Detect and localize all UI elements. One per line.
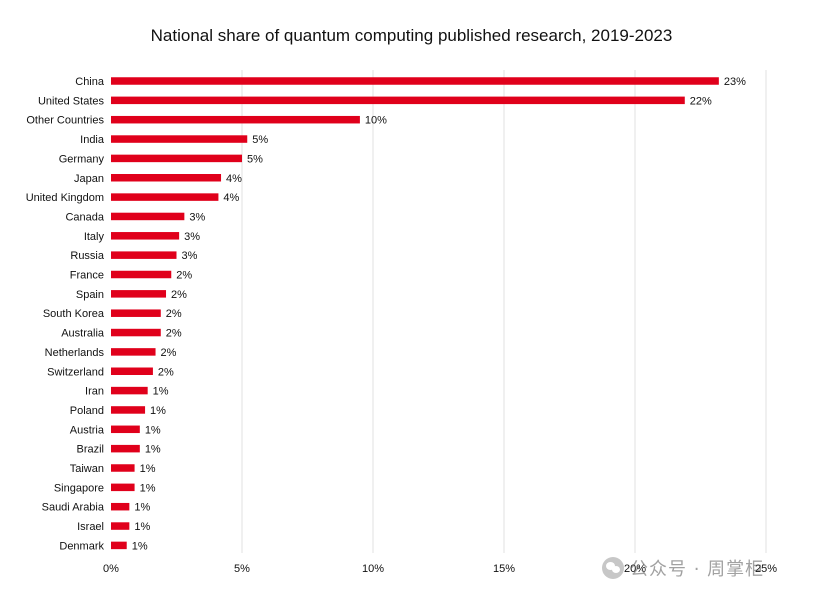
value-label: 3% (184, 231, 200, 243)
category-label: Saudi Arabia (42, 502, 105, 514)
value-label: 2% (166, 328, 182, 340)
bar (111, 483, 135, 492)
category-label: Australia (61, 328, 105, 340)
bar (111, 464, 135, 472)
value-label: 3% (182, 250, 198, 262)
tick-layer: 0% 5% 10% 15% 20% 25% (103, 563, 777, 575)
bar (111, 444, 140, 453)
watermark-text: 公众号 · 周掌柜 (630, 559, 765, 580)
chart-title: National share of quantum computing publ… (150, 26, 673, 45)
wechat-logo-icon (602, 557, 624, 579)
category-label: India (80, 134, 105, 146)
category-label: United States (38, 95, 105, 107)
bar (111, 425, 140, 434)
value-label: 1% (140, 463, 156, 475)
bar (111, 77, 719, 85)
category-label: South Korea (43, 308, 105, 320)
category-label: Germany (59, 153, 105, 165)
value-label: 4% (226, 173, 242, 185)
category-label: Spain (76, 289, 104, 301)
bar (111, 270, 172, 279)
bar (111, 386, 148, 395)
watermark: 公众号 · 周掌柜 (602, 557, 765, 580)
value-label: 2% (158, 366, 174, 378)
category-label: Italy (84, 231, 105, 243)
x-tick-label: 10% (362, 563, 384, 575)
bar (111, 328, 161, 337)
category-label: Israel (77, 521, 104, 533)
x-tick-label: 15% (493, 563, 515, 575)
value-label: 1% (145, 444, 161, 456)
value-label: 2% (161, 347, 177, 359)
value-label: 1% (145, 424, 161, 436)
bar (111, 135, 248, 143)
bar (111, 232, 180, 240)
category-label: Japan (74, 173, 104, 185)
value-label: 2% (166, 308, 182, 320)
bar (111, 522, 130, 530)
bar (111, 541, 127, 550)
category-label: Denmark (59, 540, 104, 552)
value-label: 1% (140, 482, 156, 494)
value-label: 4% (223, 192, 239, 204)
category-label: Poland (70, 405, 104, 417)
value-label: 1% (134, 502, 150, 514)
category-label: United Kingdom (26, 192, 104, 204)
category-label: Canada (65, 211, 104, 223)
grid-layer (241, 70, 767, 553)
value-label: 23% (724, 76, 746, 88)
bar (111, 154, 242, 163)
category-label: Austria (70, 424, 105, 436)
x-tick-label: 0% (103, 563, 119, 575)
bar (111, 367, 153, 375)
category-label: Iran (85, 386, 104, 398)
category-label: Singapore (54, 482, 104, 494)
value-label: 3% (189, 211, 205, 223)
bar-layer (111, 77, 719, 550)
x-tick-label: 20% (624, 563, 646, 575)
bar (111, 174, 222, 182)
category-label: Netherlands (45, 347, 105, 359)
bar (111, 502, 130, 511)
value-label: 2% (171, 289, 187, 301)
bar (111, 251, 177, 259)
value-label: 5% (252, 134, 268, 146)
category-label: Switzerland (47, 366, 104, 378)
value-label: 10% (365, 115, 387, 127)
category-label: France (70, 270, 104, 282)
x-tick-label: 25% (755, 563, 777, 575)
value-label: 1% (153, 386, 169, 398)
label-layer: China 23% United States 22% Other Countries 1… (26, 76, 746, 552)
bar (111, 348, 156, 356)
bar (111, 406, 146, 414)
value-label: 1% (134, 521, 150, 533)
category-label: Taiwan (70, 463, 104, 475)
value-label: 22% (690, 95, 712, 107)
value-label: 5% (247, 153, 263, 165)
value-label: 1% (132, 540, 148, 552)
bar (111, 96, 685, 105)
category-label: Other Countries (26, 115, 104, 127)
value-label: 2% (176, 270, 192, 282)
x-tick-label: 5% (234, 563, 250, 575)
bar (111, 193, 219, 201)
category-label: Brazil (76, 444, 104, 456)
category-label: Russia (70, 250, 105, 262)
category-label: China (75, 76, 105, 88)
bar (111, 212, 185, 221)
bar (111, 309, 161, 317)
value-label: 1% (150, 405, 166, 417)
bar (111, 115, 360, 124)
bar (111, 290, 167, 298)
